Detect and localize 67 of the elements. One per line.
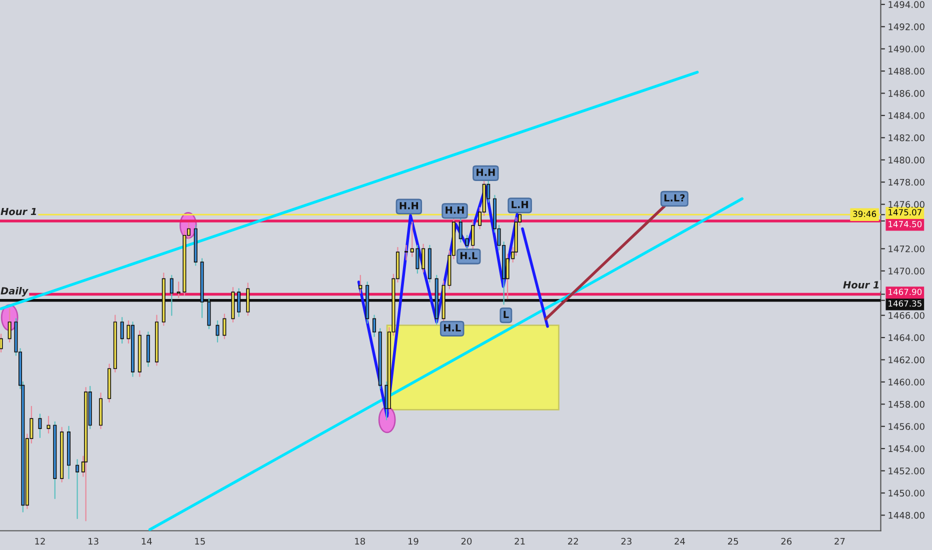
y-tick-label: 1482.00 [888,134,924,142]
candlestick [422,244,426,273]
x-tick-label: 18 [355,538,365,545]
ref-line-label: Hour 1 [843,281,879,288]
candlestick [372,314,376,337]
y-tick-label: 1467.35 [888,300,922,307]
y-tick-label: 1448.00 [888,512,924,519]
y-tick-label: 1458.00 [888,400,924,408]
candlestick [222,314,226,340]
y-tick-label: 1480.00 [888,156,924,164]
ref-line-label: Daily [0,286,29,296]
x-tick-label: 24 [674,538,685,545]
annotation: L.H [512,201,528,208]
y-tick-label: 1460.00 [888,378,924,386]
annotation: H.L [444,324,461,332]
x-tick-label: 13 [88,538,98,545]
y-tick-label: 1488.00 [888,68,924,75]
x-tick-label: 27 [834,538,845,545]
candlestick [46,416,50,434]
y-tick-label: 1456.00 [888,423,924,430]
candlestick [0,334,3,353]
y-tick-label: 1470.00 [888,268,924,274]
x-tick-label: 22 [568,538,578,545]
candlestick [76,459,80,520]
annotation: L [504,310,509,318]
annotation: H.H [400,202,418,210]
x-tick-label: 20 [461,538,472,545]
y-tick-label: 1467.90 [888,288,922,296]
candlestick [471,220,475,250]
candlestick [216,320,220,343]
annotation: H.L [460,252,478,260]
y-tick-label: 1492.00 [888,23,924,30]
candlestick [404,244,408,260]
x-tick-label: 21 [514,538,525,545]
y-tick-label: 1478.00 [888,178,924,186]
candlestick [120,317,124,344]
y-tick-label: 1490.00 [888,46,924,52]
y-tick-label: 1476.00 [888,201,924,208]
candlestick [465,234,469,250]
y-tick-label: 1484.00 [888,112,924,120]
x-tick-label: 25 [728,538,738,545]
candlestick [358,274,362,294]
x-tick-label: 15 [195,538,205,545]
y-tick-label: 1494.00 [888,1,924,8]
x-tick-label: 19 [408,538,418,545]
y-tick-label: 1462.00 [888,356,924,364]
annotation: L.L? [664,194,685,202]
x-tick-label: 26 [781,538,792,545]
y-tick-label: 1486.00 [888,90,924,97]
candlestick [8,308,12,343]
annotation: H.H [446,206,464,214]
y-tick-label: 1474.50 [888,220,922,228]
y-tick-label: 1466.00 [888,312,924,319]
candlestick [458,218,462,243]
y-tick-label: 1472.00 [888,245,924,252]
x-tick-label: 12 [35,538,45,545]
y-tick-label: 1452.00 [888,468,924,474]
y-tick-label: 1464.00 [888,334,924,342]
candlestick [38,414,42,438]
y-tick-label: 1475.07 [888,209,922,216]
ref-line-label: Hour 1 [0,208,36,216]
x-tick-label: 23 [621,538,632,545]
annotation: H.H [476,168,495,176]
annotation: 39:46 [853,210,876,218]
y-tick-label: 1450.00 [888,490,924,497]
y-tick-label: 1454.00 [888,445,924,452]
x-tick-label: 14 [142,538,152,545]
